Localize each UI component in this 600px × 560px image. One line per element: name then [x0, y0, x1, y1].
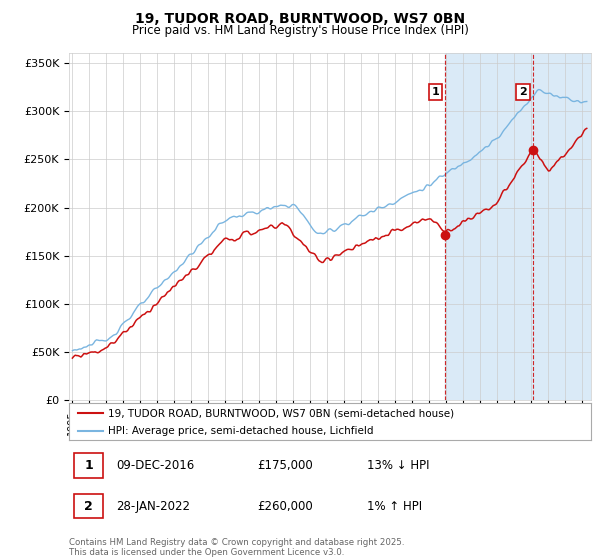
- Text: 1% ↑ HPI: 1% ↑ HPI: [367, 500, 422, 512]
- FancyBboxPatch shape: [74, 494, 103, 519]
- Text: 28-JAN-2022: 28-JAN-2022: [116, 500, 190, 512]
- Text: 1: 1: [84, 459, 93, 472]
- Text: £175,000: £175,000: [257, 459, 313, 472]
- Text: Contains HM Land Registry data © Crown copyright and database right 2025.
This d: Contains HM Land Registry data © Crown c…: [69, 538, 404, 557]
- Text: 19, TUDOR ROAD, BURNTWOOD, WS7 0BN: 19, TUDOR ROAD, BURNTWOOD, WS7 0BN: [135, 12, 465, 26]
- Text: 19, TUDOR ROAD, BURNTWOOD, WS7 0BN (semi-detached house): 19, TUDOR ROAD, BURNTWOOD, WS7 0BN (semi…: [108, 408, 454, 418]
- Text: 13% ↓ HPI: 13% ↓ HPI: [367, 459, 429, 472]
- Text: 2: 2: [84, 500, 93, 512]
- Text: £260,000: £260,000: [257, 500, 313, 512]
- Text: Price paid vs. HM Land Registry's House Price Index (HPI): Price paid vs. HM Land Registry's House …: [131, 24, 469, 37]
- Text: 1: 1: [432, 87, 440, 97]
- Text: 09-DEC-2016: 09-DEC-2016: [116, 459, 194, 472]
- FancyBboxPatch shape: [74, 454, 103, 478]
- Text: 2: 2: [519, 87, 527, 97]
- Bar: [445, 53, 600, 400]
- Text: HPI: Average price, semi-detached house, Lichfield: HPI: Average price, semi-detached house,…: [108, 426, 374, 436]
